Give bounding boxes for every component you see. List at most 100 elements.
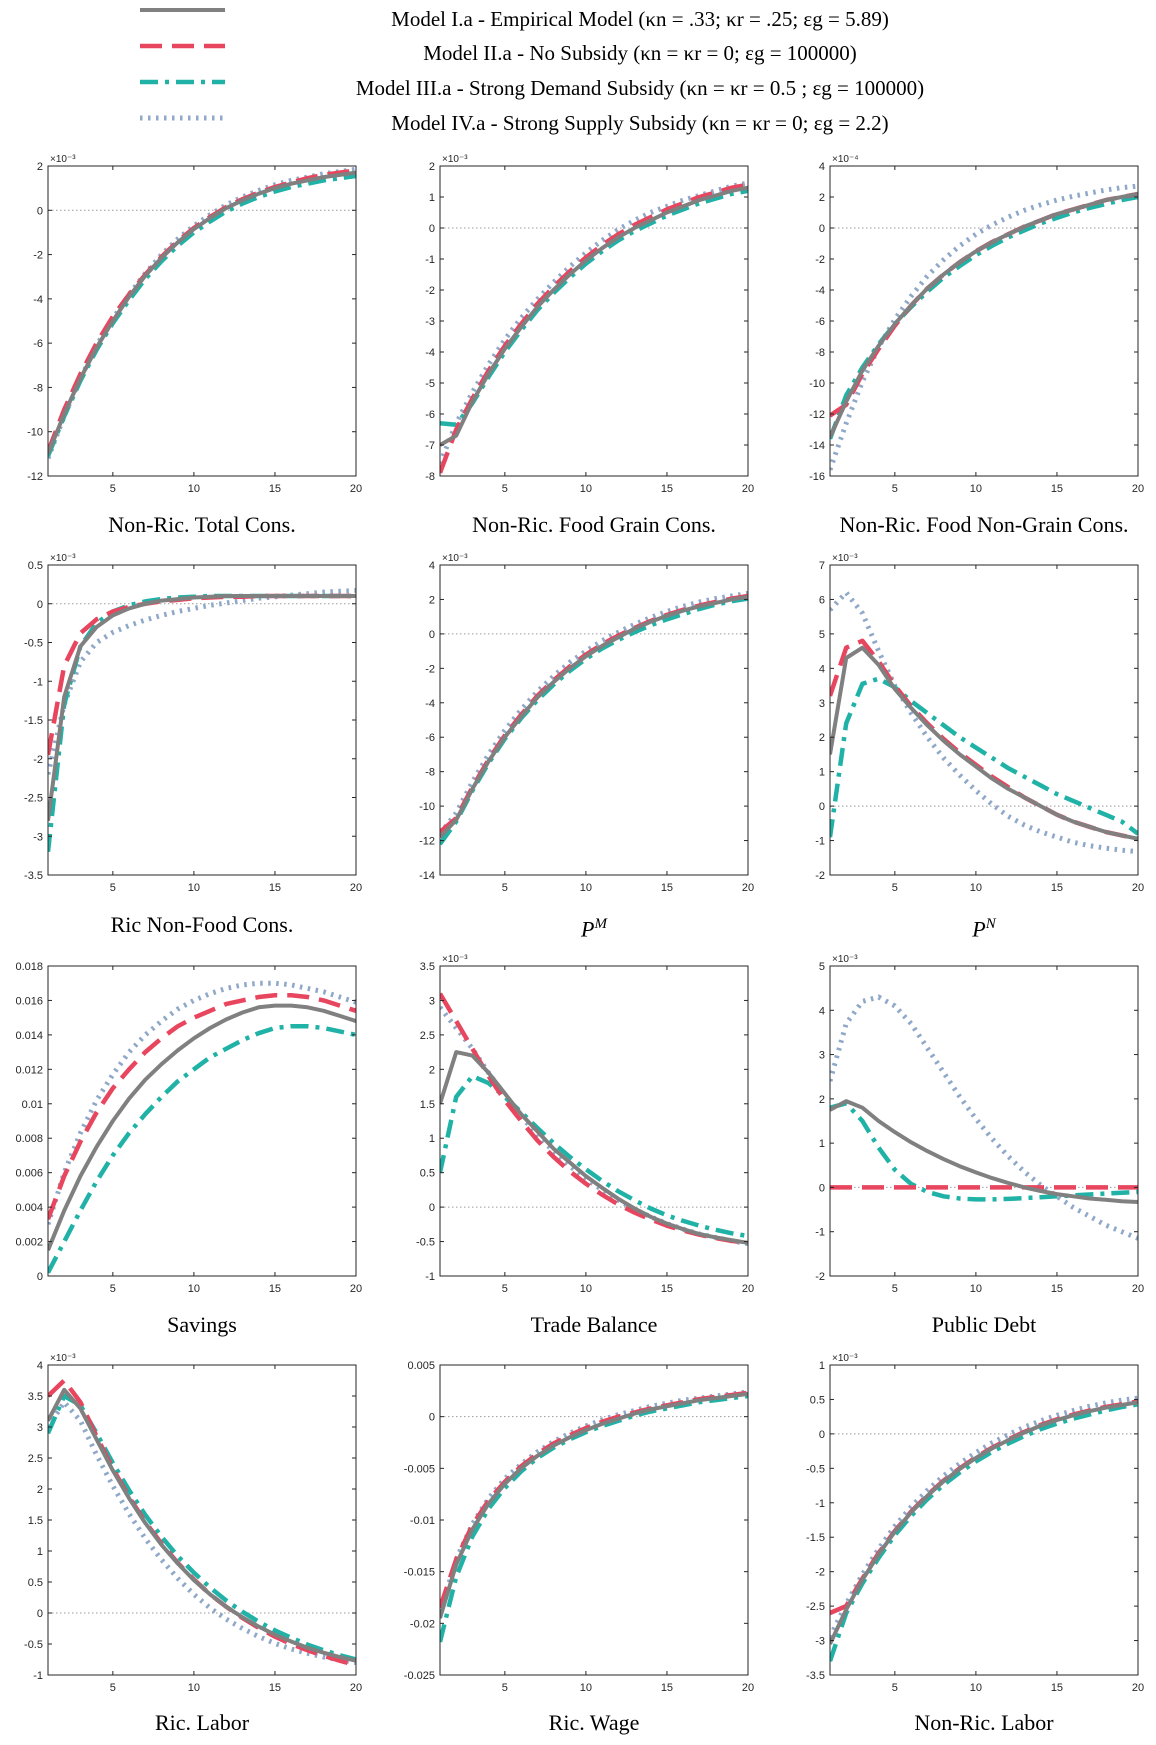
legend-label-model-ia: Model I.a - Empirical Model (κn = .33; κ… — [391, 7, 889, 31]
axis-exponent: ×10⁻³ — [442, 553, 468, 564]
caption-savings: Savings — [167, 1312, 237, 1337]
y-tick-label: 0.005 — [407, 1360, 435, 1372]
series-line-model-iii-a — [48, 1393, 356, 1662]
x-tick-label: 5 — [502, 1682, 508, 1694]
axes-frame — [47, 165, 357, 477]
series-line-model-iv-a — [48, 1399, 356, 1666]
x-tick-label: 5 — [110, 882, 116, 894]
x-tick-label: 10 — [580, 1682, 592, 1694]
axes-frame — [829, 965, 1139, 1277]
x-tick-label: 15 — [269, 483, 281, 495]
y-tick-label: -1.5 — [24, 715, 43, 727]
y-tick-label: 2 — [429, 161, 435, 173]
chart-p-m: -14 -12 -10 -8 -6 -4 -2 0 2 4 5 10 15 20 ×10⁻³ — [419, 553, 754, 894]
y-tick-label: 0.5 — [420, 1168, 435, 1180]
y-tick-label: -10 — [27, 427, 43, 439]
y-tick-label: -1 — [815, 1227, 825, 1239]
y-tick-label: 0 — [819, 1429, 825, 1441]
y-tick-label: 4 — [819, 161, 825, 173]
caption-ric-non-food-cons: Ric Non-Food Cons. — [110, 912, 294, 937]
y-tick-label: 3 — [37, 1422, 43, 1434]
x-tick-label: 20 — [742, 882, 754, 894]
y-tick-label: 7 — [819, 560, 825, 572]
y-tick-label: -0.025 — [404, 1670, 435, 1682]
y-tick-label: 0.018 — [15, 961, 43, 973]
x-tick-label: 10 — [970, 882, 982, 894]
y-tick-label: 0.5 — [810, 1394, 825, 1406]
series-line-model-iv-a — [440, 590, 748, 836]
caption-public-debt: Public Debt — [931, 1312, 1037, 1337]
x-tick-label: 20 — [1132, 882, 1144, 894]
x-tick-label: 20 — [1132, 483, 1144, 495]
y-tick-label: -4 — [33, 294, 43, 306]
y-tick-label: 2.5 — [420, 1030, 435, 1042]
y-tick-label: 3 — [819, 698, 825, 710]
y-tick-label: -2.5 — [24, 793, 43, 805]
y-tick-label: -1 — [33, 1670, 43, 1682]
x-tick-label: 20 — [350, 1682, 362, 1694]
y-tick-label: -3.5 — [24, 870, 43, 882]
y-tick-label: -3 — [33, 831, 43, 843]
x-tick-label: 15 — [661, 1682, 673, 1694]
y-tick-label: -3.5 — [806, 1670, 825, 1682]
axis-exponent: ×10⁻³ — [50, 553, 76, 564]
x-tick-label: 5 — [892, 882, 898, 894]
y-tick-label: 0 — [429, 1202, 435, 1214]
plot-area — [830, 166, 1138, 476]
series-line-model-i-a — [48, 1387, 356, 1663]
axis-exponent: ×10⁻³ — [442, 154, 468, 165]
y-tick-label: -1 — [815, 836, 825, 848]
x-tick-label: 5 — [502, 483, 508, 495]
plot-area — [440, 565, 748, 875]
x-tick-label: 20 — [742, 483, 754, 495]
legend-label-model-iva: Model IV.a - Strong Supply Subsidy (κn =… — [391, 111, 888, 135]
y-tick-label: 4 — [819, 1005, 825, 1017]
y-tick-label: 0.004 — [15, 1202, 43, 1214]
y-tick-label: 0.5 — [28, 560, 43, 572]
series-line-model-i-a — [440, 185, 748, 447]
x-tick-label: 20 — [1132, 1682, 1144, 1694]
series-line-model-iii-a — [830, 1402, 1138, 1662]
series-line-model-ii-a — [440, 182, 748, 474]
y-tick-label: -3 — [425, 316, 435, 328]
y-tick-label: 2 — [819, 732, 825, 744]
y-tick-label: 1.5 — [28, 1515, 43, 1527]
y-tick-label: 3 — [429, 995, 435, 1007]
y-tick-label: -2 — [815, 1567, 825, 1579]
y-tick-label: 2 — [37, 161, 43, 173]
y-tick-label: 0 — [37, 205, 43, 217]
y-tick-label: -10 — [419, 801, 435, 813]
x-tick-label: 10 — [188, 882, 200, 894]
axis-exponent: ×10⁻³ — [50, 154, 76, 165]
axes-frame — [439, 564, 749, 876]
series-line-model-iv-a — [830, 590, 1138, 855]
series-line-model-iv-a — [440, 1389, 748, 1614]
y-tick-label: 1 — [429, 192, 435, 204]
y-tick-label: 2 — [429, 1064, 435, 1076]
plot-area — [440, 966, 748, 1276]
x-tick-label: 10 — [580, 1283, 592, 1295]
plot-area — [440, 1365, 748, 1675]
series-line-model-i-a — [440, 1050, 748, 1245]
y-tick-label: 0.006 — [15, 1168, 43, 1180]
series-line-model-iv-a — [830, 994, 1138, 1241]
x-tick-label: 20 — [1132, 1283, 1144, 1295]
y-tick-label: 0.01 — [22, 1099, 43, 1111]
x-tick-label: 5 — [110, 483, 116, 495]
y-tick-label: -0.5 — [24, 1639, 43, 1651]
y-tick-label: -7 — [425, 440, 435, 452]
y-tick-label: 2.5 — [28, 1453, 43, 1465]
y-tick-label: 5 — [819, 629, 825, 641]
y-tick-label: 3.5 — [420, 961, 435, 973]
legend-label-model-iiia: Model III.a - Strong Demand Subsidy (κn … — [356, 76, 924, 100]
y-tick-label: -1 — [33, 676, 43, 688]
x-tick-label: 20 — [350, 882, 362, 894]
y-tick-label: -0.5 — [806, 1463, 825, 1475]
y-tick-label: -12 — [809, 409, 825, 421]
y-tick-label: 0 — [429, 629, 435, 641]
series-line-model-iii-a — [830, 676, 1138, 838]
caption-ric-wage: Ric. Wage — [548, 1710, 640, 1735]
x-tick-label: 20 — [742, 1283, 754, 1295]
legend-swatches: Model I.a - Empirical Model (κn = .33; κ… — [140, 7, 924, 135]
axis-exponent: ×10⁻³ — [442, 954, 468, 965]
